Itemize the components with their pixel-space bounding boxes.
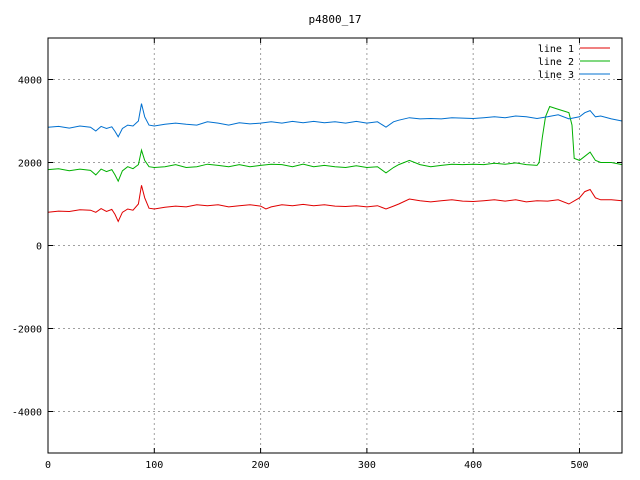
axis-ticks: 0 100 200 300 400 500 -4000 -2000 0 2000 4000 [12, 38, 622, 471]
series-line-1 [47, 185, 623, 223]
legend-label-3: line 3 [538, 70, 574, 81]
plot-frame [47, 37, 623, 454]
y-tick-label: -4000 [12, 408, 42, 419]
grid-lines [48, 38, 622, 453]
y-tick-label: 4000 [18, 76, 42, 87]
series-line-3 [47, 103, 623, 138]
x-tick-label: 300 [358, 460, 376, 471]
x-tick-label: 0 [45, 460, 51, 471]
chart-title: p4800_17 [309, 13, 362, 26]
y-tick-label: -2000 [12, 325, 42, 336]
x-tick-label: 100 [145, 460, 163, 471]
y-tick-label: 0 [36, 242, 42, 253]
x-tick-label: 400 [464, 460, 482, 471]
legend-label-2: line 2 [538, 57, 574, 68]
legend-label-1: line 1 [538, 44, 574, 55]
series-line-2 [47, 105, 623, 183]
legend: line 1 line 2 line 3 [538, 44, 610, 81]
x-tick-label: 200 [252, 460, 270, 471]
x-tick-label: 500 [570, 460, 588, 471]
y-tick-label: 2000 [18, 159, 42, 170]
series-lines [47, 103, 623, 223]
